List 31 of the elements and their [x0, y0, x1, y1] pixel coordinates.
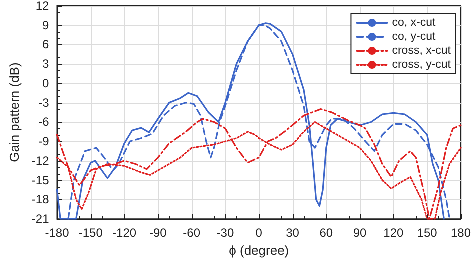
y-tick-label: -12 [32, 154, 50, 168]
x-tick-label: -180 [45, 226, 70, 240]
x-axis-title: ϕ (degree) [229, 243, 290, 258]
legend-label: cross, y-cut [392, 59, 452, 71]
x-tick-label: -30 [216, 226, 234, 240]
y-tick-label: 12 [36, 0, 50, 13]
x-tick-label: -90 [150, 226, 168, 240]
y-tick-label: -9 [38, 134, 50, 149]
x-tick-label: 0 [256, 226, 263, 240]
y-tick-label: 3 [42, 57, 50, 72]
x-tick-label: 180 [450, 226, 472, 240]
y-tick-label: 0 [42, 76, 50, 90]
y-tick-label: 9 [42, 18, 50, 32]
x-tick-label: 90 [353, 226, 368, 240]
y-tick-label: -3 [38, 96, 50, 110]
x-tick-label: -60 [183, 226, 201, 240]
x-tick-label: 30 [286, 226, 300, 240]
x-tick-label: 120 [384, 226, 404, 240]
legend-label: cross, x-cut [392, 45, 452, 57]
legend-label: co, y-cut [392, 31, 436, 43]
x-tick-label: -150 [78, 226, 104, 240]
y-tick-label: -6 [38, 115, 50, 130]
y-axis-title: Gain pattern (dB) [7, 62, 22, 162]
y-tick-label: -18 [32, 192, 50, 207]
x-tick-label: 150 [417, 226, 438, 240]
y-tick-label: -21 [32, 212, 50, 226]
y-tick-label: 6 [42, 38, 50, 52]
x-tick-label: -120 [112, 226, 137, 240]
legend-label: co, x-cut [392, 17, 436, 29]
x-tick-label: 60 [320, 226, 334, 240]
y-tick-label: -15 [32, 173, 50, 188]
